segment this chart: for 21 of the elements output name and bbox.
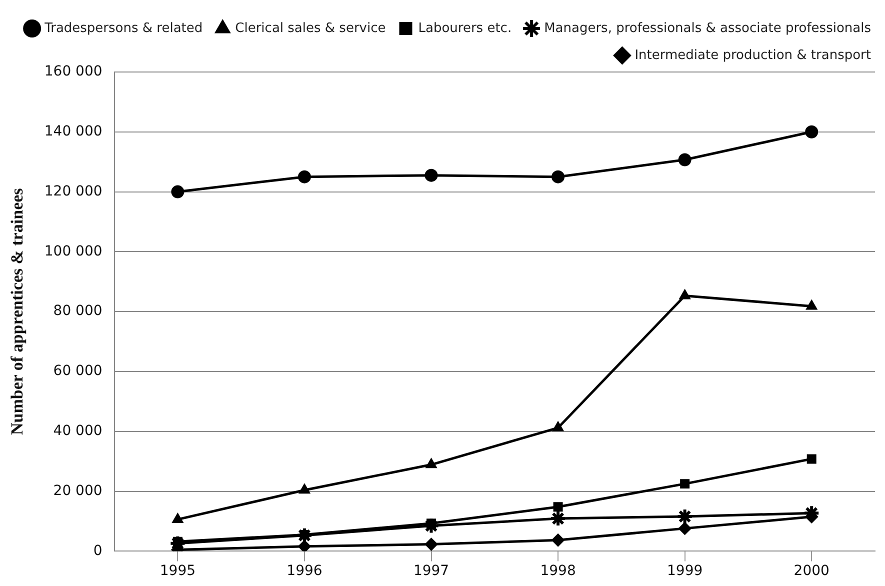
y-tick-label: 60 000 bbox=[53, 363, 102, 380]
y-tick-label: 0 bbox=[93, 542, 102, 559]
y-tick-label: 100 000 bbox=[44, 243, 102, 260]
x-tick-label: 1998 bbox=[540, 563, 576, 580]
y-tick-label: 80 000 bbox=[53, 303, 102, 320]
legend-label: Labourers etc. bbox=[418, 20, 512, 36]
y-tick-label: 40 000 bbox=[53, 423, 102, 440]
x-tick-label: 1997 bbox=[413, 563, 450, 580]
y-tick-label: 160 000 bbox=[44, 64, 102, 80]
y-axis-title: Number of apprentices & trainees bbox=[8, 188, 27, 435]
y-tick-label: 120 000 bbox=[44, 183, 102, 200]
x-tick-label: 1995 bbox=[160, 563, 196, 580]
legend-label: Tradespersons & related bbox=[44, 20, 203, 36]
legend-label: Clerical sales & service bbox=[235, 20, 386, 36]
y-tick-label: 20 000 bbox=[53, 482, 102, 499]
legend-label: Intermediate production & transport bbox=[634, 48, 871, 63]
x-tick-label: 2000 bbox=[794, 563, 830, 580]
x-tick-label: 1999 bbox=[667, 563, 703, 580]
legend-label: Managers, professionals & associate professionals bbox=[544, 20, 872, 36]
x-tick-label: 1996 bbox=[286, 563, 322, 580]
y-tick-label: 140 000 bbox=[44, 124, 102, 140]
